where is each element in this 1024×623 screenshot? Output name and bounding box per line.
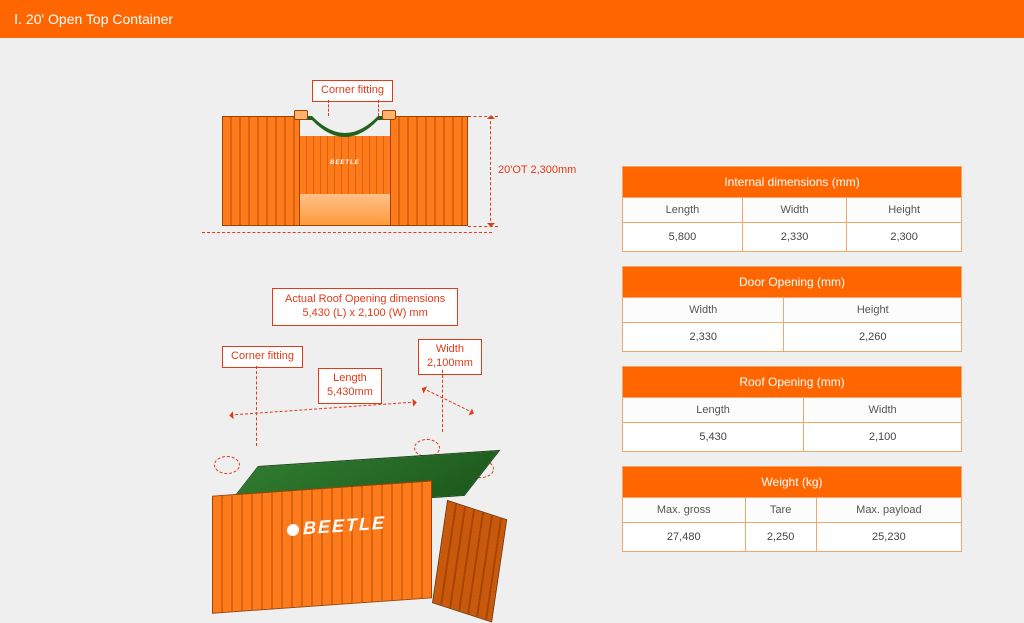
page-title: Ⅰ. 20' Open Top Container — [14, 11, 173, 28]
fv-floor — [300, 194, 390, 226]
width-l1: Width — [427, 343, 473, 357]
corner-fitting-icon — [294, 110, 308, 120]
spec-value: 5,430 — [623, 423, 804, 452]
spec-value: 25,230 — [816, 523, 961, 552]
spec-value: 5,800 — [623, 223, 743, 252]
spec-header: Width — [623, 298, 784, 323]
spec-value: 2,330 — [623, 323, 784, 352]
label-corner-fitting-iso: Corner fitting — [222, 346, 303, 368]
spec-header: Width — [742, 198, 846, 223]
baseline-dash — [202, 232, 492, 233]
dim-arrow-width — [423, 388, 474, 413]
spec-header: Height — [847, 198, 962, 223]
leader-line — [378, 100, 379, 116]
title-bar: Ⅰ. 20' Open Top Container — [0, 0, 1024, 38]
dim-arrow-height — [490, 116, 491, 226]
label-roof-caption: Actual Roof Opening dimensions 5,430 (L)… — [272, 288, 458, 326]
spec-table: Internal dimensions (mm)LengthWidthHeigh… — [622, 166, 962, 252]
spec-header: Length — [623, 398, 804, 423]
brand-dot-icon — [287, 524, 299, 537]
spec-value: 2,260 — [784, 323, 962, 352]
spec-title: Internal dimensions (mm) — [623, 167, 962, 198]
spec-header: Max. payload — [816, 498, 961, 523]
iso-side — [212, 480, 432, 613]
dim-arrow-length — [230, 402, 416, 416]
spec-title: Roof Opening (mm) — [623, 367, 962, 398]
spec-title: Door Opening (mm) — [623, 267, 962, 298]
spec-value: 27,480 — [623, 523, 746, 552]
width-l2: 2,100mm — [427, 357, 473, 371]
leader-line — [442, 370, 443, 432]
roof-caption-line1: Actual Roof Opening dimensions — [285, 293, 445, 307]
iso-end — [432, 500, 507, 623]
spec-panel: Internal dimensions (mm)LengthWidthHeigh… — [622, 56, 962, 618]
spec-title: Weight (kg) — [623, 467, 962, 498]
spec-table: Weight (kg)Max. grossTareMax. payload 27,… — [622, 466, 962, 552]
fv-tarp — [300, 116, 390, 138]
main: Corner fitting BEETLE 20'OT 2,300mm Actu… — [0, 38, 1024, 618]
label-width-iso: Width 2,100mm — [418, 339, 482, 375]
dim-height-text: 20'OT 2,300mm — [498, 164, 576, 178]
corner-fitting-icon — [382, 110, 396, 120]
spec-value: 2,100 — [804, 423, 962, 452]
front-view: BEETLE — [222, 116, 468, 226]
spec-value: 2,250 — [745, 523, 816, 552]
roof-caption-line2: 5,430 (L) x 2,100 (W) mm — [285, 307, 445, 321]
spec-header: Length — [623, 198, 743, 223]
length-l2: 5,430mm — [327, 386, 373, 400]
spec-header: Width — [804, 398, 962, 423]
leader-line — [256, 366, 257, 446]
diagrams-panel: Corner fitting BEETLE 20'OT 2,300mm Actu… — [22, 56, 582, 618]
fv-right-wall — [390, 116, 468, 226]
spec-header: Max. gross — [623, 498, 746, 523]
spec-table: Door Opening (mm)WidthHeight2,3302,260 — [622, 266, 962, 352]
brand-mark-small: BEETLE — [330, 160, 360, 166]
length-l1: Length — [327, 372, 373, 386]
label-corner-fitting-top: Corner fitting — [312, 80, 393, 102]
spec-table: Roof Opening (mm)LengthWidth5,4302,100 — [622, 366, 962, 452]
spec-header: Height — [784, 298, 962, 323]
spec-value: 2,300 — [847, 223, 962, 252]
spec-header: Tare — [745, 498, 816, 523]
spec-value: 2,330 — [742, 223, 846, 252]
label-length-iso: Length 5,430mm — [318, 368, 382, 404]
leader-line — [328, 100, 329, 116]
fv-left-wall — [222, 116, 300, 226]
